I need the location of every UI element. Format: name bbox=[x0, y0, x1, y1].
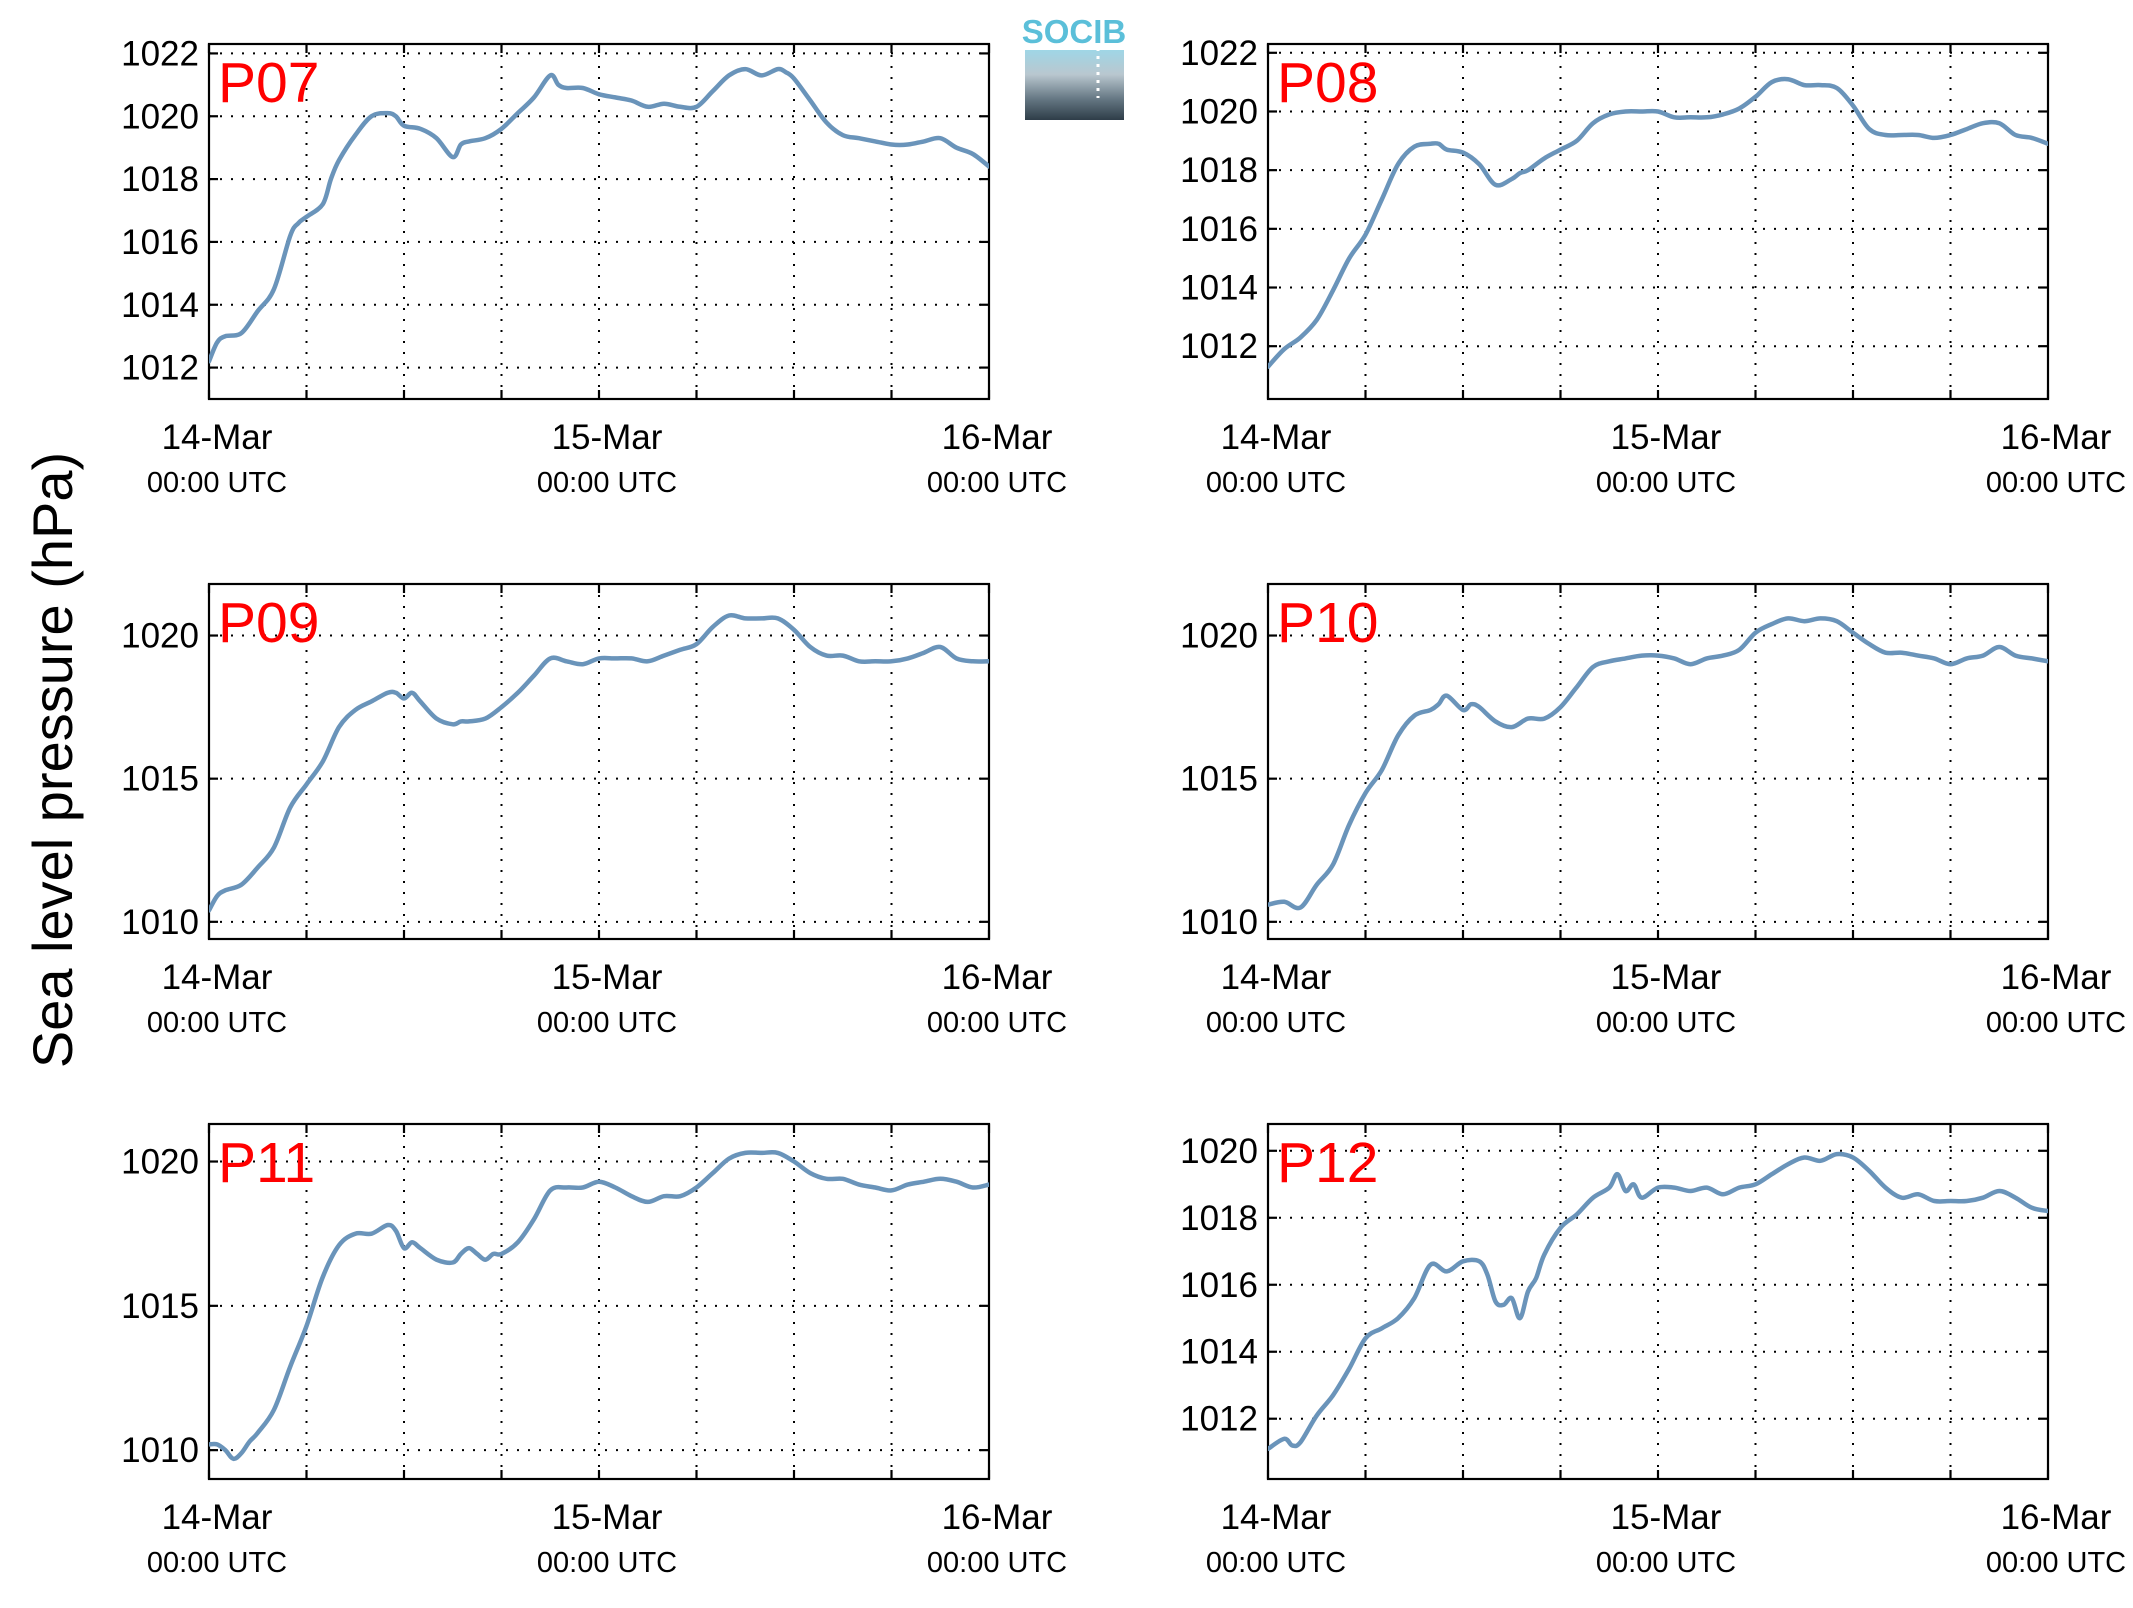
x-tick-date-label: 14-Mar bbox=[1221, 418, 1332, 457]
x-tick-date-label: 15-Mar bbox=[552, 418, 663, 457]
y-tick-label: 1022 bbox=[121, 34, 199, 73]
y-tick-label: 1010 bbox=[121, 903, 199, 942]
x-tick-time-label: 00:00 UTC bbox=[1986, 467, 2126, 499]
x-tick-date-label: 14-Mar bbox=[162, 958, 273, 997]
y-tick-label: 1020 bbox=[1180, 617, 1258, 656]
x-tick-time-label: 00:00 UTC bbox=[1596, 1007, 1736, 1039]
y-tick-label: 1020 bbox=[121, 97, 199, 136]
panel-p07: 1012 1014 1016 1018 1020 1022 14-Mar 00:00 UTC 1… bbox=[121, 34, 1067, 499]
x-tick-time-label: 00:00 UTC bbox=[147, 1547, 287, 1579]
x-tick-time-label: 00:00 UTC bbox=[537, 1547, 677, 1579]
x-tick-date-label: 15-Mar bbox=[552, 958, 663, 997]
x-tick-date-label: 15-Mar bbox=[1611, 1498, 1722, 1537]
y-tick-label: 1014 bbox=[1180, 269, 1258, 308]
y-tick-label: 1010 bbox=[121, 1431, 199, 1470]
y-tick-label: 1015 bbox=[121, 760, 199, 799]
panel-p09: 1010 1015 1020 14-Mar 00:00 UTC 15-Mar 00:00 U… bbox=[121, 582, 1067, 1039]
x-tick-time-label: 00:00 UTC bbox=[1596, 467, 1736, 499]
panel-label: P07 bbox=[218, 51, 319, 115]
x-tick-time-label: 00:00 UTC bbox=[1206, 1007, 1346, 1039]
panel-label: P09 bbox=[218, 591, 319, 655]
x-tick-date-label: 16-Mar bbox=[942, 958, 1053, 997]
y-tick-label: 1016 bbox=[1180, 210, 1258, 249]
series-line bbox=[1268, 1151, 2048, 1452]
y-tick-label: 1018 bbox=[1180, 151, 1258, 190]
x-tick-time-label: 00:00 UTC bbox=[927, 1007, 1067, 1039]
y-tick-label: 1020 bbox=[121, 1143, 199, 1182]
y-tick-label: 1015 bbox=[121, 1287, 199, 1326]
x-tick-date-label: 15-Mar bbox=[552, 1498, 663, 1537]
y-tick-label: 1020 bbox=[1180, 92, 1258, 131]
x-tick-date-label: 16-Mar bbox=[2001, 958, 2112, 997]
y-tick-label: 1018 bbox=[1180, 1199, 1258, 1238]
y-tick-label: 1012 bbox=[1180, 1400, 1258, 1439]
series-line bbox=[1268, 616, 2048, 911]
y-tick-label: 1015 bbox=[1180, 760, 1258, 799]
panel-label: P08 bbox=[1277, 51, 1378, 115]
y-tick-label: 1016 bbox=[121, 223, 199, 262]
series-line bbox=[209, 612, 989, 913]
x-tick-time-label: 00:00 UTC bbox=[147, 1007, 287, 1039]
x-tick-time-label: 00:00 UTC bbox=[1596, 1547, 1736, 1579]
y-tick-label: 1022 bbox=[1180, 34, 1258, 73]
series-line bbox=[209, 1149, 989, 1462]
panel-label: P11 bbox=[218, 1131, 315, 1195]
series-line bbox=[209, 66, 989, 364]
x-tick-time-label: 00:00 UTC bbox=[1986, 1007, 2126, 1039]
x-tick-date-label: 14-Mar bbox=[1221, 958, 1332, 997]
panel-label: P10 bbox=[1277, 591, 1378, 655]
series-line bbox=[1268, 76, 2048, 369]
x-tick-time-label: 00:00 UTC bbox=[1206, 467, 1346, 499]
socib-logo: SOCIB bbox=[1022, 13, 1127, 120]
y-tick-label: 1014 bbox=[1180, 1333, 1258, 1372]
x-tick-date-label: 15-Mar bbox=[1611, 958, 1722, 997]
y-tick-label: 1012 bbox=[121, 349, 199, 388]
x-tick-date-label: 16-Mar bbox=[942, 1498, 1053, 1537]
x-tick-time-label: 00:00 UTC bbox=[927, 467, 1067, 499]
x-tick-date-label: 16-Mar bbox=[2001, 1498, 2112, 1537]
y-tick-label: 1010 bbox=[1180, 903, 1258, 942]
x-tick-date-label: 14-Mar bbox=[1221, 1498, 1332, 1537]
figure-ylabel: Sea level pressure (hPa) bbox=[21, 452, 84, 1068]
x-tick-time-label: 00:00 UTC bbox=[1986, 1547, 2126, 1579]
panel-p08: 1012 1014 1016 1018 1020 1022 14-Mar 00:00 UTC 1… bbox=[1180, 34, 2126, 499]
x-tick-time-label: 00:00 UTC bbox=[537, 1007, 677, 1039]
x-tick-date-label: 16-Mar bbox=[942, 418, 1053, 457]
panel-p10: 1010 1015 1020 14-Mar 00:00 UTC 15-Mar 00:00 U… bbox=[1180, 582, 2126, 1039]
panel-p12: 1012 1014 1016 1018 1020 14-Mar 00:00 UTC 15-Ma… bbox=[1180, 1122, 2126, 1579]
x-tick-date-label: 15-Mar bbox=[1611, 418, 1722, 457]
x-tick-date-label: 14-Mar bbox=[162, 418, 273, 457]
panel-label: P12 bbox=[1277, 1131, 1378, 1195]
logo-block bbox=[1025, 50, 1124, 120]
x-tick-date-label: 16-Mar bbox=[2001, 418, 2112, 457]
x-tick-time-label: 00:00 UTC bbox=[1206, 1547, 1346, 1579]
x-tick-time-label: 00:00 UTC bbox=[927, 1547, 1067, 1579]
y-tick-label: 1012 bbox=[1180, 327, 1258, 366]
y-tick-label: 1016 bbox=[1180, 1266, 1258, 1305]
panel-p11: 1010 1015 1020 14-Mar 00:00 UTC 15-Mar 00:00 U… bbox=[121, 1122, 1067, 1579]
x-tick-time-label: 00:00 UTC bbox=[147, 467, 287, 499]
logo-text: SOCIB bbox=[1022, 13, 1127, 50]
y-tick-label: 1018 bbox=[121, 160, 199, 199]
x-tick-time-label: 00:00 UTC bbox=[537, 467, 677, 499]
x-tick-date-label: 14-Mar bbox=[162, 1498, 273, 1537]
y-tick-label: 1020 bbox=[121, 617, 199, 656]
y-tick-label: 1020 bbox=[1180, 1132, 1258, 1171]
y-tick-label: 1014 bbox=[121, 286, 199, 325]
